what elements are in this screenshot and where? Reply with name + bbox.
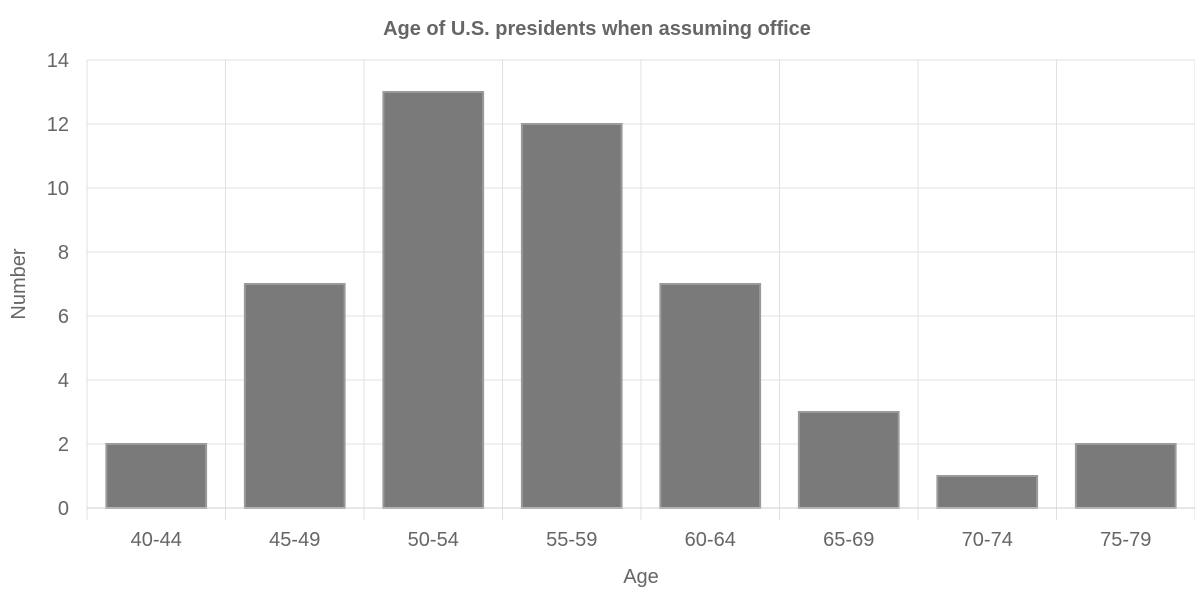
bar-70-74 — [936, 475, 1039, 509]
x-tick-label: 65-69 — [823, 529, 874, 551]
x-tick-label: 70-74 — [962, 529, 1013, 551]
y-tick-label: 4 — [58, 370, 69, 392]
y-axis-label: Number — [8, 248, 30, 319]
x-tick-label: 45-49 — [269, 529, 320, 551]
x-tick-label: 60-64 — [685, 529, 736, 551]
bar-55-59 — [520, 123, 623, 509]
bars — [105, 91, 1177, 509]
x-tick-label: 50-54 — [408, 529, 459, 551]
y-tick-label: 14 — [47, 50, 69, 72]
y-axis-ticks: 0 2 4 6 8 10 12 14 — [47, 50, 69, 520]
bar-40-44 — [105, 443, 208, 509]
bar-60-64 — [659, 283, 762, 509]
bar-45-49 — [243, 283, 346, 509]
y-tick-label: 8 — [58, 242, 69, 264]
x-tick-label: 40-44 — [131, 529, 182, 551]
x-tick-label: 55-59 — [546, 529, 597, 551]
y-tick-label: 10 — [47, 178, 69, 200]
bar-50-54 — [382, 91, 485, 509]
y-tick-label: 6 — [58, 306, 69, 328]
y-tick-label: 12 — [47, 114, 69, 136]
x-tick-label: 75-79 — [1100, 529, 1151, 551]
bar-75-79 — [1074, 443, 1177, 509]
y-tick-label: 0 — [58, 498, 69, 520]
chart-title: Age of U.S. presidents when assuming off… — [383, 18, 811, 40]
x-axis-ticks: 40-44 45-49 50-54 55-59 60-64 65-69 70-74 75-79 — [131, 529, 1152, 551]
x-axis-label: Age — [623, 566, 659, 588]
bar-65-69 — [797, 411, 900, 509]
y-tick-label: 2 — [58, 434, 69, 456]
